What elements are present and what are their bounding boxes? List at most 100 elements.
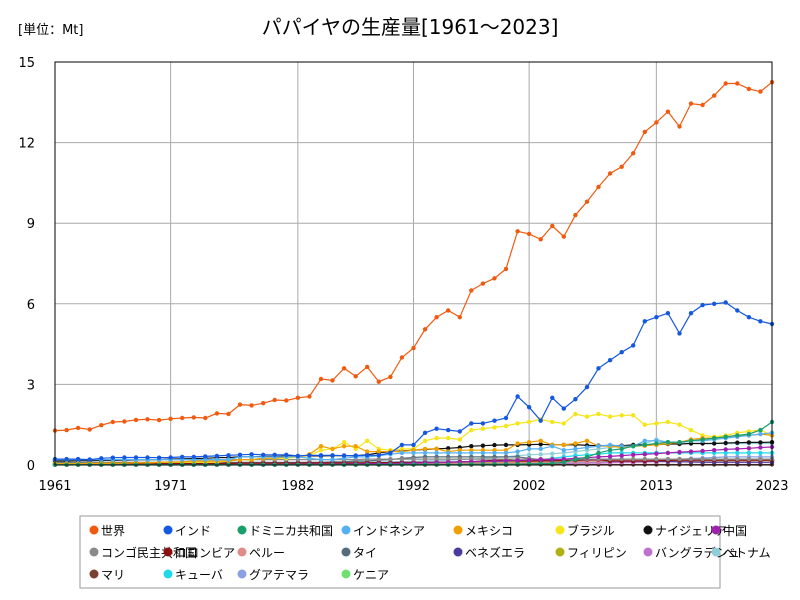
- data-point: [156, 417, 162, 423]
- data-point: [526, 405, 532, 410]
- data-point: [446, 308, 451, 313]
- legend-marker: [237, 569, 247, 579]
- data-point: [99, 423, 104, 428]
- legend-item: ベトナム: [711, 546, 771, 560]
- data-point: [607, 358, 613, 363]
- data-point: [376, 456, 381, 462]
- data-point: [526, 419, 532, 425]
- data-point: [203, 457, 208, 462]
- data-point: [758, 319, 763, 324]
- data-point: [746, 450, 752, 456]
- data-point: [758, 445, 763, 450]
- data-point: [550, 457, 555, 462]
- data-point: [168, 416, 173, 421]
- data-point: [688, 449, 694, 454]
- data-point: [700, 437, 705, 442]
- data-point: [538, 446, 543, 452]
- x-tick-label: 1982: [281, 479, 314, 494]
- data-point: [688, 456, 694, 462]
- legend-marker: [555, 525, 565, 535]
- data-point: [492, 418, 497, 423]
- data-point: [677, 124, 682, 129]
- data-point: [422, 327, 428, 332]
- data-point: [561, 234, 566, 239]
- legend-label: 中国: [723, 523, 747, 538]
- data-point: [631, 452, 636, 457]
- data-point: [700, 302, 705, 308]
- data-point: [515, 462, 520, 467]
- data-point: [110, 455, 116, 460]
- legend-item: ケニア: [341, 568, 389, 582]
- data-point: [272, 452, 277, 457]
- data-point: [700, 456, 705, 462]
- unit-label: [単位：Mt]: [18, 22, 83, 38]
- data-point: [180, 454, 185, 460]
- data-point: [457, 315, 462, 320]
- data-point: [330, 453, 335, 458]
- data-point: [573, 441, 578, 446]
- data-point: [515, 394, 520, 399]
- data-point: [746, 431, 752, 437]
- y-tick-label: 9: [27, 217, 35, 232]
- legend-item: コロンビア: [163, 546, 235, 560]
- data-point: [446, 446, 451, 451]
- data-point: [503, 266, 509, 272]
- data-point: [365, 449, 370, 454]
- data-point: [365, 453, 370, 458]
- data-point: [145, 455, 150, 460]
- data-point: [758, 440, 763, 445]
- data-point: [226, 457, 231, 462]
- data-point: [515, 458, 520, 463]
- data-point: [746, 315, 752, 320]
- data-point: [503, 462, 509, 467]
- legend: 世界 インド ドミニカ共和国 インドネシア メキシコ ブラジル ナイジェリア中国コンゴ民主共…: [79, 515, 771, 589]
- data-point: [249, 403, 254, 408]
- data-point: [631, 444, 636, 449]
- data-point: [480, 450, 486, 456]
- data-point: [654, 451, 659, 456]
- legend-label: コンゴ民主共和国: [101, 545, 197, 560]
- data-point: [341, 444, 347, 449]
- data-point: [237, 452, 243, 457]
- data-point: [642, 422, 647, 427]
- data-point: [156, 455, 162, 460]
- data-point: [318, 376, 324, 382]
- data-point: [619, 453, 624, 458]
- data-point: [203, 454, 208, 459]
- legend-item: ナイジェリア: [643, 524, 727, 538]
- data-point: [411, 456, 416, 462]
- data-point: [665, 419, 671, 425]
- data-point: [723, 456, 728, 462]
- data-point: [64, 456, 69, 462]
- data-point: [469, 288, 474, 293]
- data-point: [561, 421, 566, 426]
- legend-item: キューバ: [163, 568, 223, 582]
- data-point: [654, 456, 659, 462]
- data-point: [538, 457, 543, 462]
- data-point: [411, 345, 416, 351]
- gridlines: [55, 62, 772, 465]
- legend-label: ドミニカ共和国: [249, 524, 333, 538]
- data-point: [619, 164, 624, 169]
- data-point: [457, 450, 462, 456]
- legend-item: 中国: [711, 523, 747, 538]
- data-point: [526, 231, 532, 237]
- legend-marker: [711, 525, 721, 535]
- data-point: [75, 456, 81, 462]
- data-point: [376, 453, 381, 458]
- data-point: [758, 431, 763, 437]
- legend-label: 世界: [101, 524, 125, 538]
- data-point: [307, 453, 312, 458]
- data-point: [469, 444, 474, 449]
- data-point: [249, 452, 254, 457]
- y-tick-label: 3: [27, 378, 35, 393]
- data-point: [735, 446, 740, 452]
- data-point: [341, 366, 347, 371]
- data-point: [330, 446, 335, 452]
- data-point: [746, 456, 752, 462]
- data-point: [284, 452, 289, 457]
- legend-item: インド: [163, 524, 211, 538]
- legend-label: ベネズエラ: [465, 545, 525, 560]
- plot-frame: [54, 61, 773, 466]
- data-point: [596, 444, 601, 449]
